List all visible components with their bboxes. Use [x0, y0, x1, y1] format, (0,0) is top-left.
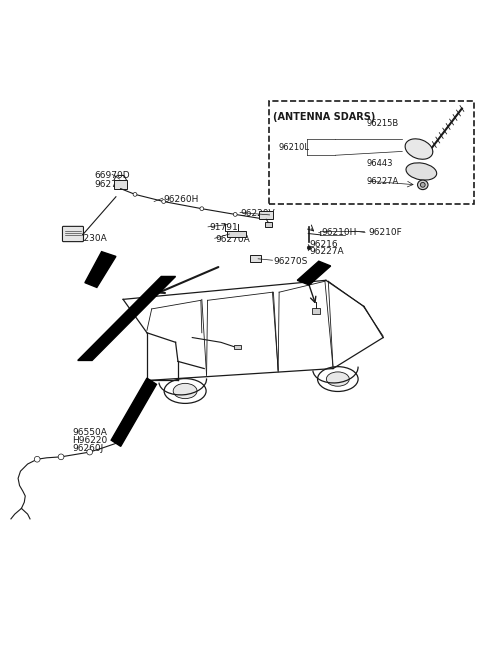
Ellipse shape: [133, 192, 137, 196]
Text: 96270: 96270: [95, 180, 123, 190]
Text: 96443: 96443: [366, 159, 393, 168]
Text: 96227A: 96227A: [366, 176, 399, 186]
Bar: [250, 255, 262, 262]
FancyBboxPatch shape: [269, 101, 474, 204]
Ellipse shape: [307, 246, 311, 250]
Text: 96210H: 96210H: [321, 228, 357, 237]
Bar: [227, 231, 246, 237]
Text: 96550A: 96550A: [72, 428, 107, 438]
Text: 96270A: 96270A: [215, 236, 250, 244]
Ellipse shape: [405, 139, 433, 159]
Ellipse shape: [406, 163, 437, 180]
Text: 96215B: 96215B: [366, 119, 399, 129]
Text: 96210L: 96210L: [278, 143, 309, 152]
Bar: [312, 308, 320, 314]
Text: 96220V: 96220V: [240, 209, 275, 218]
Polygon shape: [297, 261, 331, 285]
Polygon shape: [85, 252, 116, 287]
Bar: [114, 180, 127, 189]
FancyBboxPatch shape: [62, 226, 84, 241]
Text: H96220: H96220: [72, 436, 107, 445]
Bar: [234, 344, 241, 350]
Text: 96227A: 96227A: [309, 247, 344, 256]
Ellipse shape: [418, 180, 428, 190]
Text: 96270S: 96270S: [274, 256, 308, 266]
Text: 96216: 96216: [309, 240, 338, 249]
Text: 96260J: 96260J: [72, 443, 103, 453]
Ellipse shape: [420, 182, 425, 187]
Bar: [259, 211, 274, 219]
Ellipse shape: [87, 449, 93, 455]
Ellipse shape: [326, 372, 349, 386]
Ellipse shape: [318, 367, 358, 392]
Text: 96260H: 96260H: [164, 195, 199, 203]
Text: 96230A: 96230A: [72, 234, 107, 243]
Text: 91791: 91791: [209, 223, 238, 232]
Ellipse shape: [173, 383, 197, 399]
Ellipse shape: [162, 199, 166, 203]
Ellipse shape: [200, 207, 204, 211]
Ellipse shape: [34, 457, 40, 462]
Text: 96210F: 96210F: [369, 228, 403, 237]
Ellipse shape: [164, 379, 206, 403]
Polygon shape: [111, 378, 156, 446]
Text: 66970D: 66970D: [95, 171, 130, 180]
Polygon shape: [78, 276, 176, 360]
Text: (ANTENNA SDARS): (ANTENNA SDARS): [274, 112, 376, 122]
Ellipse shape: [233, 213, 237, 216]
Ellipse shape: [58, 454, 64, 460]
Bar: [265, 222, 273, 227]
